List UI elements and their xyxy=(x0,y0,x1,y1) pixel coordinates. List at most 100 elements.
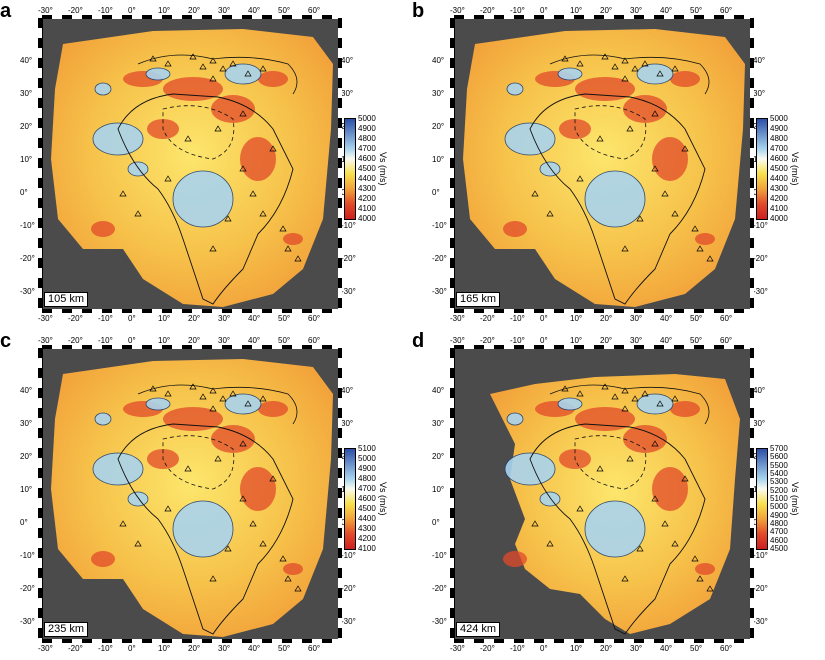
fast-anomaly xyxy=(172,500,234,558)
depth-label: 424 km xyxy=(456,622,501,637)
lat-tick-label: 30° xyxy=(20,89,33,98)
station-triangle xyxy=(199,393,207,400)
lat-tick-label: -20° xyxy=(753,254,768,263)
colorbar-label: 4800 xyxy=(770,134,788,143)
map-border-top xyxy=(454,345,751,349)
colorbar-label: 4100 xyxy=(770,204,788,213)
lat-tick-label: -30° xyxy=(20,617,35,626)
lat-tick-label: -20° xyxy=(432,584,447,593)
colorbar-label: 4500 xyxy=(770,544,788,553)
colorbar-label: 5500 xyxy=(770,460,788,470)
slow-anomaly xyxy=(503,221,527,237)
station-triangle xyxy=(279,555,287,562)
station-triangle xyxy=(531,190,539,197)
lat-tick-label: 20° xyxy=(20,452,33,461)
lon-tick-label: 30° xyxy=(630,644,643,653)
lat-tick-label: 40° xyxy=(20,386,33,395)
fast-anomaly xyxy=(145,397,171,411)
colorbar-label: 4400 xyxy=(358,514,376,523)
slow-anomaly xyxy=(91,551,115,567)
panel-letter: c xyxy=(0,330,12,352)
station-triangle xyxy=(706,585,714,592)
lon-tick-label: -10° xyxy=(510,336,525,345)
lon-tick-label: 50° xyxy=(690,644,703,653)
lat-tick-label: 10° xyxy=(20,155,33,164)
colorbar-label: 5200 xyxy=(770,485,788,495)
lat-tick-label: -10° xyxy=(20,221,35,230)
colorbar-label: 4900 xyxy=(358,124,376,133)
station-triangle xyxy=(651,495,659,502)
lon-tick-label: 30° xyxy=(218,644,231,653)
lat-tick-label: 40° xyxy=(341,386,354,395)
map-border-right xyxy=(750,18,754,310)
colorbar-label: 4100 xyxy=(358,544,376,553)
station-triangle xyxy=(239,165,247,172)
lat-tick-label: 30° xyxy=(753,419,766,428)
lon-tick-label: -30° xyxy=(38,644,53,653)
lat-tick-label: 30° xyxy=(432,89,445,98)
lon-tick-label: 30° xyxy=(630,336,643,345)
slow-anomaly xyxy=(240,137,276,181)
colorbar-label: 4200 xyxy=(358,194,376,203)
lon-tick-label: 20° xyxy=(188,6,201,15)
colorbar-label: 4500 xyxy=(770,164,788,173)
map-area xyxy=(454,348,751,640)
lon-tick-label: -10° xyxy=(98,336,113,345)
lat-tick-label: -30° xyxy=(20,287,35,296)
lat-tick-label: 40° xyxy=(341,56,354,65)
coastline xyxy=(117,423,294,635)
station-triangle xyxy=(149,385,157,392)
lon-tick-label: 20° xyxy=(600,336,613,345)
station-triangle xyxy=(641,390,649,397)
panel-letter: d xyxy=(412,330,425,352)
station-triangle xyxy=(601,383,609,390)
fast-anomaly xyxy=(539,491,561,507)
slow-anomaly xyxy=(258,71,288,87)
model-coverage xyxy=(51,29,333,307)
station-triangle xyxy=(239,110,247,117)
station-triangle xyxy=(134,210,142,217)
lon-tick-label: 60° xyxy=(720,644,733,653)
lon-tick-label: 50° xyxy=(278,336,291,345)
lon-tick-label: 30° xyxy=(218,6,231,15)
station-triangle xyxy=(209,245,217,252)
station-triangle xyxy=(219,65,227,72)
colorbar-label: 4500 xyxy=(358,504,376,513)
station-triangle xyxy=(636,215,644,222)
lon-tick-label: 40° xyxy=(660,336,673,345)
station-triangle xyxy=(671,65,679,72)
lon-tick-label: 0° xyxy=(540,314,548,323)
station-triangle xyxy=(209,75,217,82)
station-triangle xyxy=(189,383,197,390)
station-triangle xyxy=(621,387,629,394)
velocity-map xyxy=(51,359,333,637)
lon-tick-label: 10° xyxy=(158,336,171,345)
lat-tick-label: -30° xyxy=(753,287,768,296)
colorbar-label: 5000 xyxy=(770,114,788,123)
lon-tick-label: 0° xyxy=(128,336,136,345)
lon-tick-label: -20° xyxy=(480,336,495,345)
fast-anomaly xyxy=(94,412,112,426)
lon-tick-label: 10° xyxy=(570,336,583,345)
map-border-left xyxy=(38,18,42,310)
station-triangle xyxy=(636,545,644,552)
lon-tick-label: -30° xyxy=(38,314,53,323)
lon-tick-label: 10° xyxy=(158,6,171,15)
lon-tick-label: 50° xyxy=(278,6,291,15)
lon-tick-label: 20° xyxy=(600,644,613,653)
map-border-right xyxy=(750,348,754,640)
colorbar-label: 4800 xyxy=(358,474,376,483)
lon-tick-label: 60° xyxy=(308,6,321,15)
fast-anomaly xyxy=(92,122,144,156)
colorbar-label: 5000 xyxy=(770,502,788,512)
station-triangle xyxy=(209,387,217,394)
station-triangle xyxy=(224,215,232,222)
map-border-bottom xyxy=(454,309,751,313)
lon-tick-label: 30° xyxy=(218,314,231,323)
map-area xyxy=(454,18,751,310)
lon-tick-label: 10° xyxy=(570,314,583,323)
station-triangle xyxy=(661,520,669,527)
colorbar-label: 4700 xyxy=(358,144,376,153)
lon-tick-label: -10° xyxy=(510,6,525,15)
lon-tick-label: -30° xyxy=(450,6,465,15)
